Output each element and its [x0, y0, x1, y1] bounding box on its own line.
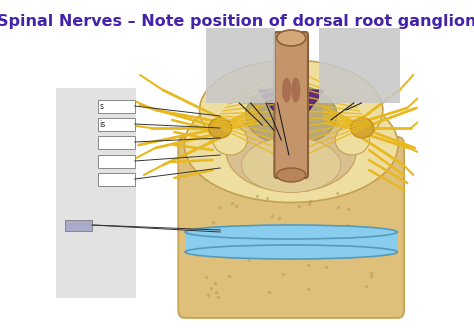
FancyBboxPatch shape — [178, 137, 404, 318]
Ellipse shape — [242, 137, 341, 193]
Ellipse shape — [282, 77, 291, 103]
Bar — [207, 28, 275, 103]
Ellipse shape — [213, 125, 247, 155]
Ellipse shape — [209, 118, 232, 138]
Ellipse shape — [185, 245, 397, 259]
Ellipse shape — [277, 30, 306, 46]
FancyBboxPatch shape — [98, 100, 135, 113]
Ellipse shape — [184, 87, 398, 203]
Ellipse shape — [226, 112, 356, 192]
FancyBboxPatch shape — [65, 219, 92, 230]
Ellipse shape — [200, 60, 383, 160]
Bar — [186, 232, 398, 252]
Ellipse shape — [246, 85, 337, 145]
Ellipse shape — [351, 118, 374, 138]
FancyBboxPatch shape — [65, 219, 92, 230]
Ellipse shape — [185, 225, 397, 239]
Polygon shape — [258, 90, 324, 135]
Ellipse shape — [277, 168, 306, 182]
FancyBboxPatch shape — [98, 172, 135, 185]
Ellipse shape — [335, 125, 369, 155]
Text: s: s — [100, 102, 104, 111]
Text: Spinal Nerves – Note position of dorsal root ganglion: Spinal Nerves – Note position of dorsal … — [0, 14, 474, 29]
Bar — [319, 28, 400, 103]
FancyBboxPatch shape — [98, 135, 135, 149]
Bar — [56, 88, 136, 298]
Ellipse shape — [291, 77, 301, 103]
Text: is: is — [100, 119, 106, 128]
FancyBboxPatch shape — [98, 155, 135, 167]
FancyBboxPatch shape — [274, 32, 308, 178]
FancyBboxPatch shape — [98, 118, 135, 130]
